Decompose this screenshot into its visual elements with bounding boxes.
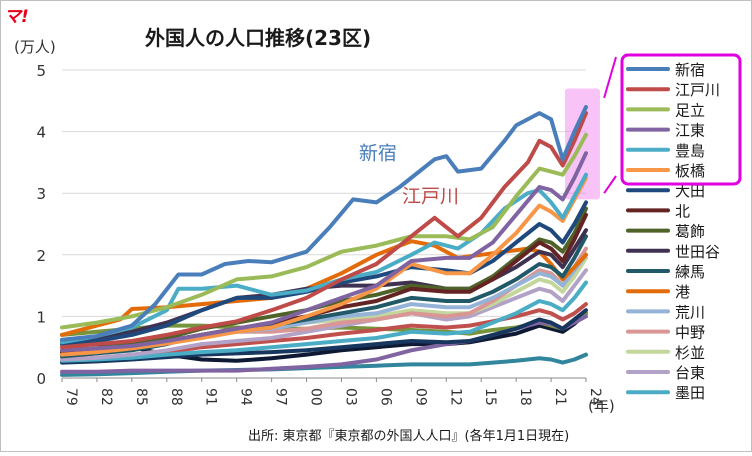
legend-label: 杉並	[675, 344, 705, 362]
series-line	[60, 172, 588, 345]
x-tick-label: 21	[552, 388, 568, 406]
legend-label: 葛飾	[675, 223, 705, 241]
x-tick-label: 88	[168, 388, 184, 406]
series-line	[60, 151, 588, 353]
series-line	[60, 175, 588, 357]
x-ticks: 79 82 85 88 91 94 97 00 03 06 09 12 15 18 21 24	[63, 388, 603, 406]
legend-label: 世田谷	[675, 243, 720, 261]
y-ticks: 0 1 2 3 4 5	[36, 62, 46, 388]
x-tick-label: 09	[412, 388, 428, 406]
x-tick-label: 91	[203, 388, 219, 406]
y-tick-label: 0	[36, 370, 46, 388]
x-tick-label: 03	[342, 388, 358, 406]
y-tick-label: 1	[36, 308, 46, 326]
y-axis-label: (万人)	[14, 38, 56, 56]
highlight-arrow	[603, 175, 617, 194]
series-line	[60, 228, 588, 343]
legend-label: 足立	[675, 101, 705, 119]
y-tick-label: 4	[36, 124, 46, 142]
y-tick-label: 5	[36, 62, 46, 80]
legend-label: 板橋	[675, 162, 705, 180]
legend-label: 練馬	[675, 263, 705, 281]
x-tick-label: 00	[308, 388, 324, 406]
x-tick-label: 94	[238, 388, 254, 406]
series-line	[60, 111, 588, 350]
y-tick-label: 2	[36, 247, 46, 265]
series-line	[60, 206, 588, 355]
legend-label: 墨田	[675, 384, 705, 402]
x-tick-label: 97	[273, 388, 289, 406]
legend-label: 大田	[675, 182, 705, 200]
highlight-arrow	[603, 56, 617, 99]
legend-label: 豊島	[675, 142, 705, 160]
series-line	[60, 105, 588, 342]
y-tick-label: 3	[36, 185, 46, 203]
x-tick-label: 12	[447, 388, 463, 406]
legend-label: 新宿	[675, 61, 705, 79]
legend-label: 台東	[675, 364, 705, 382]
x-tick-label: 18	[517, 388, 533, 406]
x-tick-label: 06	[377, 388, 393, 406]
series-line	[60, 280, 588, 363]
legend-label: 中野	[675, 324, 705, 342]
annotation-shinjuku: 新宿	[359, 142, 397, 164]
x-tick-label: 79	[63, 388, 79, 406]
legend-label: 北	[675, 202, 690, 220]
brand-mark: マ!	[4, 7, 29, 27]
legend-label: 江戸川	[675, 81, 720, 99]
x-tick-label: 24	[587, 388, 603, 406]
x-tick-label: 15	[482, 388, 498, 406]
annotation-edogawa: 江戸川	[402, 185, 459, 207]
chart-title: 外国人の人口推移(23区)	[145, 26, 371, 50]
x-tick-label: 85	[133, 388, 149, 406]
series-line	[60, 308, 588, 365]
series-line	[60, 132, 588, 330]
x-tick-label: 82	[98, 388, 114, 406]
legend-label: 江東	[675, 122, 705, 140]
x-axis-label: (年)	[588, 397, 615, 415]
source-note: 出所: 東京都『東京都の外国人人口』(各年1月1日現在)	[248, 428, 569, 444]
legend-highlight-box	[620, 53, 742, 186]
legend-label: 港	[675, 283, 690, 301]
legend-label: 荒川	[675, 303, 705, 321]
series-lines	[60, 105, 588, 377]
